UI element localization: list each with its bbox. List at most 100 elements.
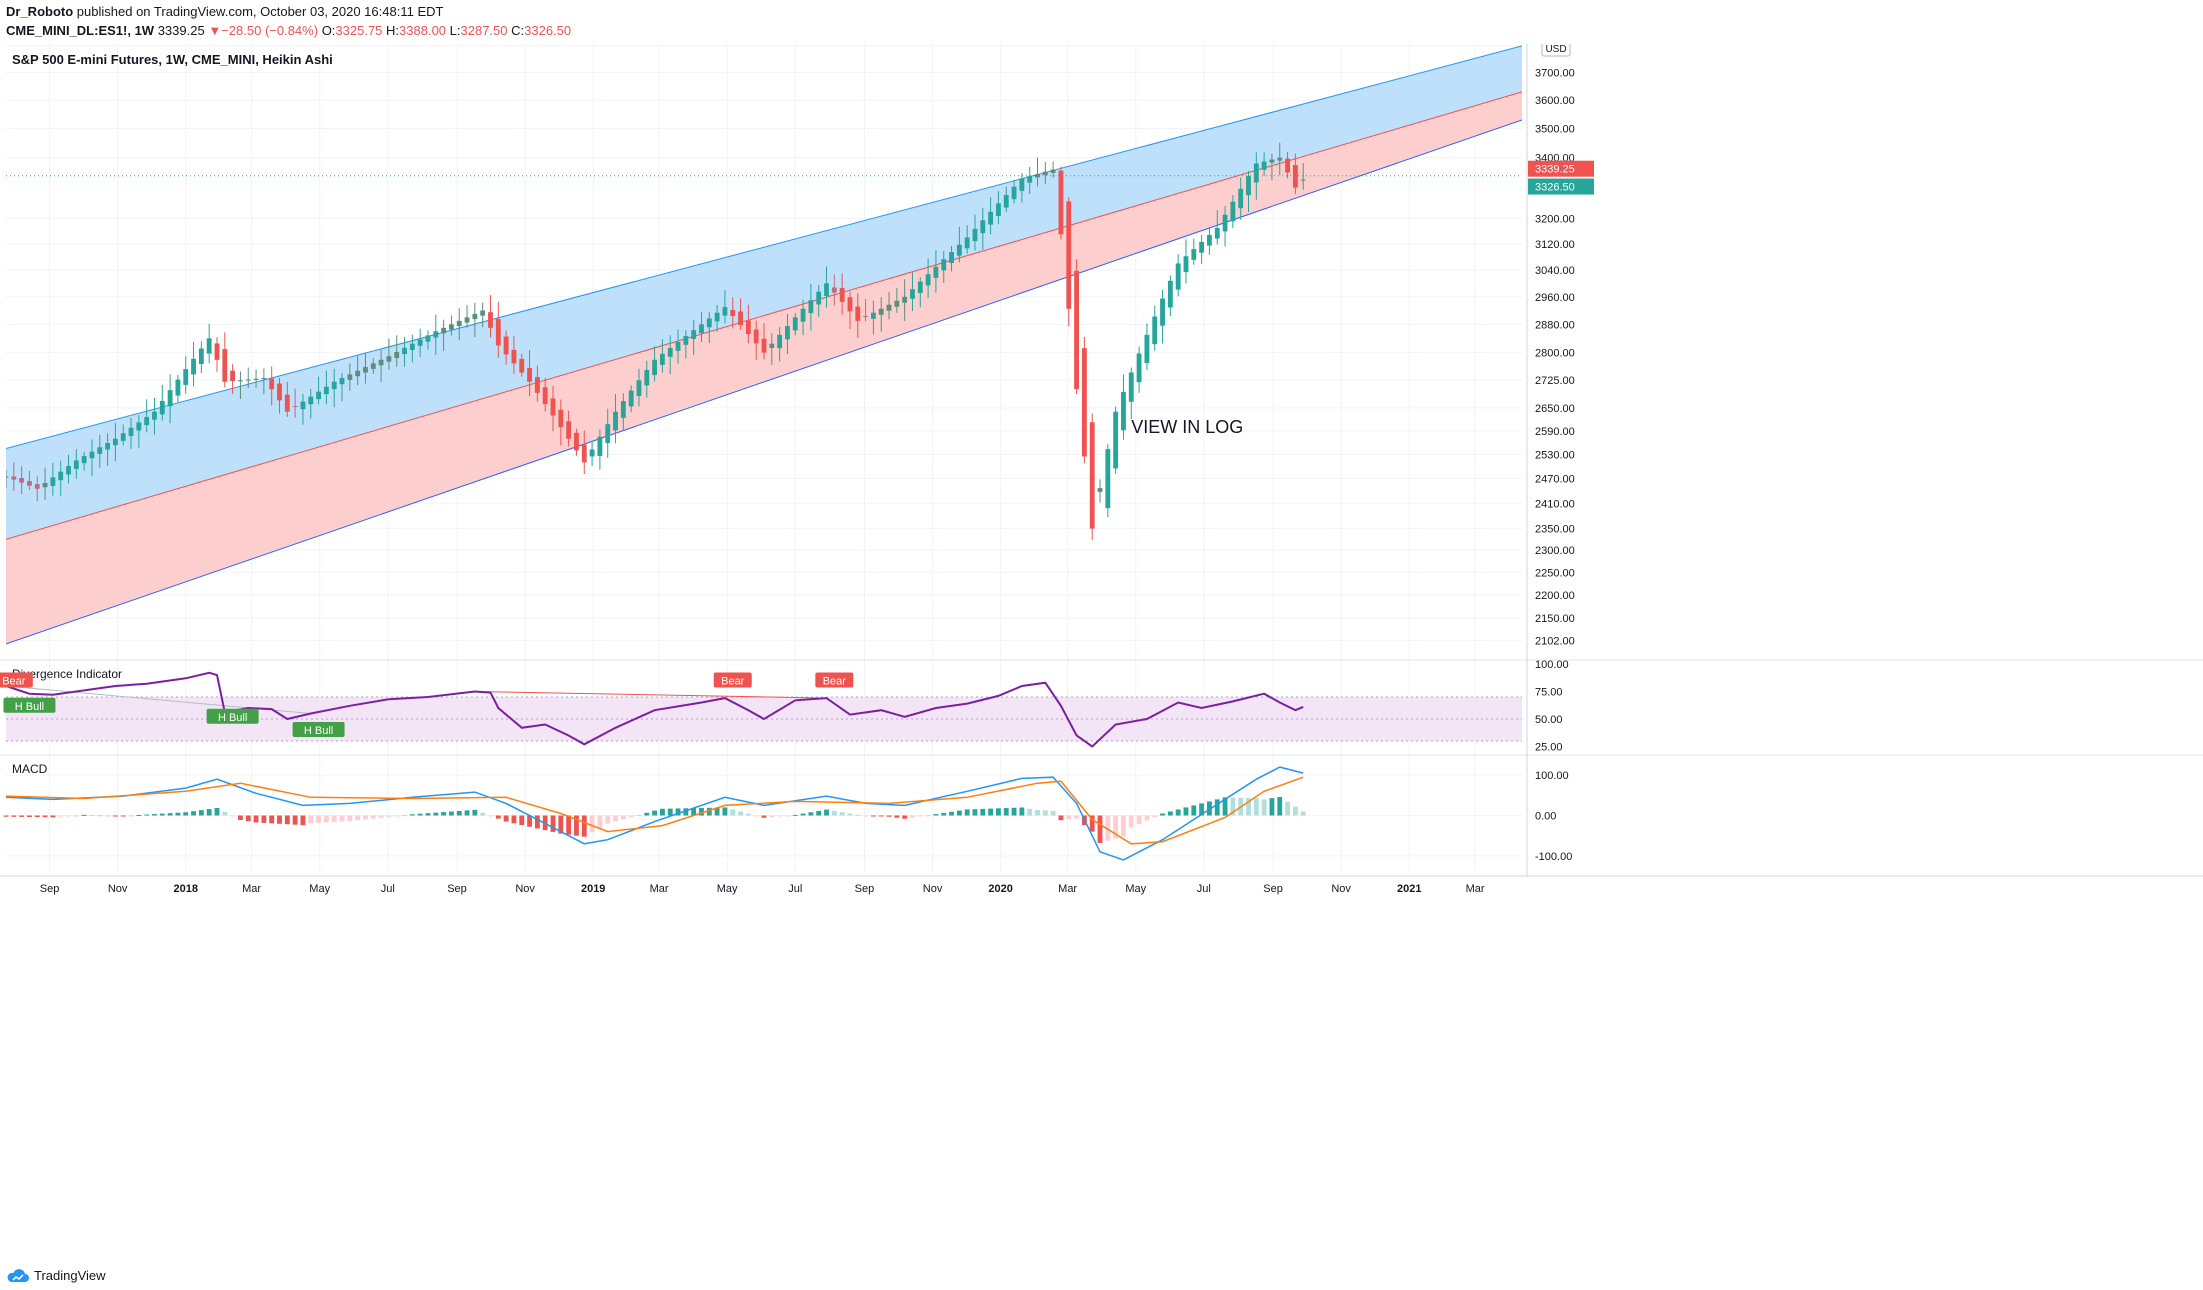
label-box bbox=[292, 722, 345, 737]
candle bbox=[1214, 210, 1220, 245]
candle bbox=[409, 334, 415, 363]
time-tick-label: Nov bbox=[108, 883, 128, 895]
histogram-bar bbox=[1089, 815, 1095, 832]
candle-body bbox=[81, 456, 87, 464]
histogram-bar bbox=[691, 808, 697, 816]
candle-body bbox=[495, 319, 501, 346]
symbol-line: CME_MINI_DL:ES1!, 1W 3339.25 ▼−28.50 (−0… bbox=[6, 23, 571, 38]
histogram-bar bbox=[1027, 808, 1033, 816]
candle-body bbox=[120, 433, 126, 441]
candle bbox=[1183, 239, 1189, 284]
candle bbox=[66, 454, 71, 484]
candle bbox=[1269, 153, 1275, 181]
histogram-bar bbox=[308, 815, 314, 824]
macd-tick-label: -100.00 bbox=[1535, 851, 1572, 863]
candle-body bbox=[11, 476, 17, 480]
candle bbox=[425, 330, 431, 350]
price-tick-label: 2650.00 bbox=[1535, 403, 1575, 415]
symbol-name[interactable]: CME_MINI_DL:ES1!, 1W bbox=[6, 23, 155, 38]
histogram-bar bbox=[683, 808, 689, 816]
candle-body bbox=[347, 374, 353, 380]
candle-body bbox=[855, 306, 861, 321]
candle-body bbox=[472, 313, 478, 320]
price-marker-text: 3339.25 bbox=[1535, 164, 1575, 176]
candle bbox=[402, 337, 407, 367]
down-arrow-icon: ▼ bbox=[208, 23, 222, 38]
histogram-bar bbox=[206, 809, 212, 816]
tradingview-cloud-icon[interactable] bbox=[6, 1268, 30, 1284]
author-name[interactable]: Dr_Roboto bbox=[6, 4, 74, 19]
histogram-bar bbox=[917, 815, 923, 817]
histogram-bar bbox=[433, 812, 439, 816]
candle bbox=[230, 364, 236, 395]
time-axis[interactable]: Sep Nov 2018 Mar May Jul Sep Nov 2019 Mar May Jul Se… bbox=[40, 883, 1485, 895]
bear-label: Bear bbox=[0, 672, 33, 688]
tradingview-brand[interactable]: TradingView bbox=[34, 1268, 106, 1283]
candle bbox=[81, 451, 87, 471]
candle-body bbox=[363, 367, 368, 373]
candle bbox=[1230, 195, 1236, 229]
candle bbox=[738, 298, 743, 330]
price-tick-label: 2102.00 bbox=[1535, 636, 1575, 648]
candle-body bbox=[433, 331, 439, 338]
histogram-bar bbox=[870, 815, 876, 817]
price-tick-label: 3120.00 bbox=[1535, 239, 1575, 251]
candle bbox=[245, 367, 251, 389]
candle bbox=[550, 386, 556, 432]
candle bbox=[659, 339, 665, 373]
candle bbox=[1050, 161, 1056, 178]
candle-body bbox=[323, 386, 329, 395]
histogram-bar bbox=[659, 808, 665, 816]
price-marker: 3326.50 bbox=[1528, 178, 1594, 195]
histogram-bar bbox=[550, 815, 556, 832]
time-tick-label: May bbox=[309, 883, 330, 895]
price-panel[interactable]: S&P 500 E-mini Futures, 1W, CME_MINI, He… bbox=[4, 45, 1522, 645]
candle bbox=[847, 292, 853, 330]
time-tick-label: Nov bbox=[923, 883, 943, 895]
histogram-bar bbox=[316, 815, 321, 823]
published-info: published on TradingView.com, October 03… bbox=[76, 4, 444, 19]
candle-body bbox=[456, 320, 462, 327]
price-tick-label: 2960.00 bbox=[1535, 292, 1575, 304]
time-tick-label: Mar bbox=[1466, 883, 1485, 895]
open-label: O: bbox=[321, 23, 336, 38]
candle-body bbox=[441, 327, 447, 334]
candle bbox=[1081, 336, 1087, 464]
candle bbox=[769, 333, 775, 365]
candle-body bbox=[542, 387, 548, 405]
candle-body bbox=[316, 391, 321, 400]
candle bbox=[277, 377, 282, 414]
candle bbox=[1292, 153, 1298, 195]
label-box bbox=[713, 672, 752, 688]
candle-body bbox=[175, 379, 181, 396]
candle bbox=[394, 335, 400, 367]
candle-body bbox=[558, 409, 564, 428]
candle bbox=[558, 399, 564, 446]
price-tick-label: 2350.00 bbox=[1535, 524, 1575, 536]
histogram-bar bbox=[878, 815, 884, 817]
histogram-bar bbox=[191, 811, 196, 816]
currency-text: USD bbox=[1545, 44, 1566, 55]
histogram-bar bbox=[495, 815, 501, 819]
candle bbox=[370, 358, 376, 374]
macd-panel[interactable]: MACD bbox=[3, 762, 1522, 861]
candle bbox=[574, 428, 579, 456]
histogram-bar bbox=[81, 814, 87, 816]
price-change: −28.50 (−0.84%) bbox=[221, 23, 319, 38]
candle bbox=[105, 433, 111, 466]
candle bbox=[777, 327, 783, 362]
candle bbox=[386, 338, 392, 370]
candle-body bbox=[112, 438, 118, 446]
price-scale[interactable]: 3700.003600.003500.003400.003200.003120.… bbox=[1528, 44, 1594, 863]
candle bbox=[824, 266, 829, 308]
chart-area[interactable]: S&P 500 E-mini Futures, 1W, CME_MINI, He… bbox=[0, 44, 2203, 1262]
indicator-line bbox=[5, 671, 1304, 748]
histogram-bar bbox=[1105, 815, 1111, 841]
histogram-bar bbox=[19, 815, 25, 817]
histogram-bar bbox=[1128, 815, 1134, 828]
candle-body bbox=[628, 390, 634, 407]
time-tick-label: Sep bbox=[1263, 883, 1283, 895]
histogram-bar bbox=[269, 815, 275, 824]
label-text: Bear bbox=[823, 676, 847, 688]
